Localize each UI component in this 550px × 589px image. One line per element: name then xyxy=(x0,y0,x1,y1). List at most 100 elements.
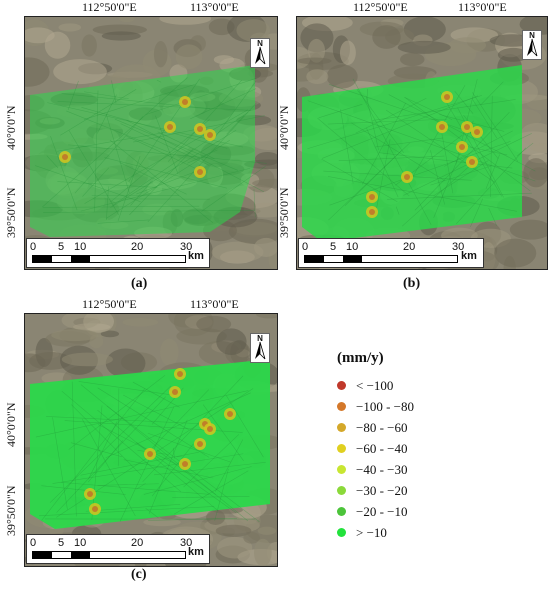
scale-tick-0: 0 xyxy=(302,241,309,253)
subsidence-core xyxy=(369,194,375,200)
north-arrow-icon xyxy=(527,38,538,57)
north-label: N xyxy=(257,334,263,343)
texture-line xyxy=(157,131,215,159)
texture-line xyxy=(68,375,166,450)
texture-line xyxy=(430,138,508,156)
texture-line xyxy=(81,107,228,149)
subsidence-core xyxy=(62,154,68,160)
texture-line xyxy=(455,147,527,225)
texture-line xyxy=(112,112,249,206)
legend-label: −80 - −60 xyxy=(356,419,408,435)
texture-line xyxy=(126,135,196,169)
legend-swatch xyxy=(337,507,346,516)
scale-tick-30: 30 xyxy=(180,241,193,253)
terrain-patch xyxy=(206,509,226,525)
terrain-patch xyxy=(53,59,107,85)
scale-tick-20: 20 xyxy=(131,241,144,253)
terrain-patch xyxy=(81,34,97,57)
terrain-patch xyxy=(122,318,159,327)
subsidence-core xyxy=(444,94,450,100)
legend-label: −20 - −10 xyxy=(356,503,408,519)
texture-line xyxy=(110,129,237,208)
legend-item: > −10 xyxy=(337,522,414,543)
texture-line xyxy=(344,150,402,207)
terrain-patch xyxy=(520,122,547,146)
north-arrow-a: N xyxy=(250,38,270,68)
texture-line xyxy=(106,139,230,219)
lon-label-1: 112°50'0"E xyxy=(82,0,137,14)
legend-item: < −100 xyxy=(337,375,414,396)
terrain-patch xyxy=(217,536,253,559)
texture-line xyxy=(356,89,405,153)
texture-line xyxy=(35,165,141,202)
terrain-patch xyxy=(253,237,277,257)
texture-line xyxy=(60,89,137,136)
legend-item: −80 - −60 xyxy=(337,417,414,438)
scale-tick-5: 5 xyxy=(330,241,337,253)
texture-line xyxy=(97,94,117,134)
texture-line xyxy=(152,389,210,449)
texture-line xyxy=(57,101,251,111)
texture-line xyxy=(440,91,503,197)
texture-line xyxy=(201,166,266,212)
subsidence-core xyxy=(469,159,475,165)
texture-line xyxy=(480,81,504,106)
texture-line xyxy=(49,385,172,503)
terrain-patch xyxy=(175,44,203,70)
texture-line xyxy=(97,424,177,465)
texture-line xyxy=(388,94,536,172)
texture-line xyxy=(322,95,479,159)
terrain-patch xyxy=(196,315,232,333)
texture-line xyxy=(126,119,265,193)
texture-line xyxy=(372,99,516,121)
scale-tick-10: 10 xyxy=(74,537,87,549)
terrain-patch xyxy=(523,158,547,188)
terrain-patch xyxy=(153,40,168,68)
legend-label: −60 - −40 xyxy=(356,440,408,456)
texture-line xyxy=(444,130,513,167)
texture-line xyxy=(145,77,257,115)
legend-swatch xyxy=(337,381,346,390)
texture-line xyxy=(317,117,410,197)
texture-line xyxy=(183,434,240,488)
scale-unit: km xyxy=(188,250,204,262)
texture-line xyxy=(439,114,505,132)
texture-line xyxy=(119,162,187,195)
terrain-patch xyxy=(297,57,332,65)
texture-line xyxy=(111,80,117,104)
texture-line xyxy=(114,118,239,171)
legend-label: −100 - −80 xyxy=(356,398,414,414)
texture-line xyxy=(329,141,511,206)
texture-line xyxy=(214,468,229,521)
texture-line xyxy=(385,109,496,183)
lon-label-1: 112°50'0"E xyxy=(82,297,137,311)
texture-line xyxy=(430,150,445,205)
legend-item: −30 - −20 xyxy=(337,480,414,501)
texture-line xyxy=(66,110,171,154)
north-label: N xyxy=(257,39,263,48)
terrain-patch xyxy=(300,23,334,53)
subsidence-core xyxy=(439,124,445,130)
map-b xyxy=(296,16,548,270)
texture-line xyxy=(57,130,175,152)
terrain-patch xyxy=(211,241,264,263)
map-c xyxy=(24,313,278,567)
terrain-patch xyxy=(236,19,271,42)
texture-line xyxy=(147,102,257,223)
legend-item: −20 - −10 xyxy=(337,501,414,522)
texture-line xyxy=(327,118,448,125)
lon-label-2: 113°0'0"E xyxy=(458,0,507,14)
lat-label-2: 39°50'0"N xyxy=(4,485,18,536)
texture-line xyxy=(215,439,244,492)
texture-line xyxy=(155,115,179,175)
texture-line xyxy=(71,381,77,517)
texture-line xyxy=(470,198,484,228)
map-a xyxy=(24,16,278,270)
texture-line xyxy=(67,80,79,111)
terrain-patch xyxy=(105,348,146,378)
texture-line xyxy=(52,417,68,510)
subsidence-core xyxy=(197,126,203,132)
texture-line xyxy=(454,90,474,114)
texture-line xyxy=(516,142,534,157)
texture-line xyxy=(123,459,214,479)
